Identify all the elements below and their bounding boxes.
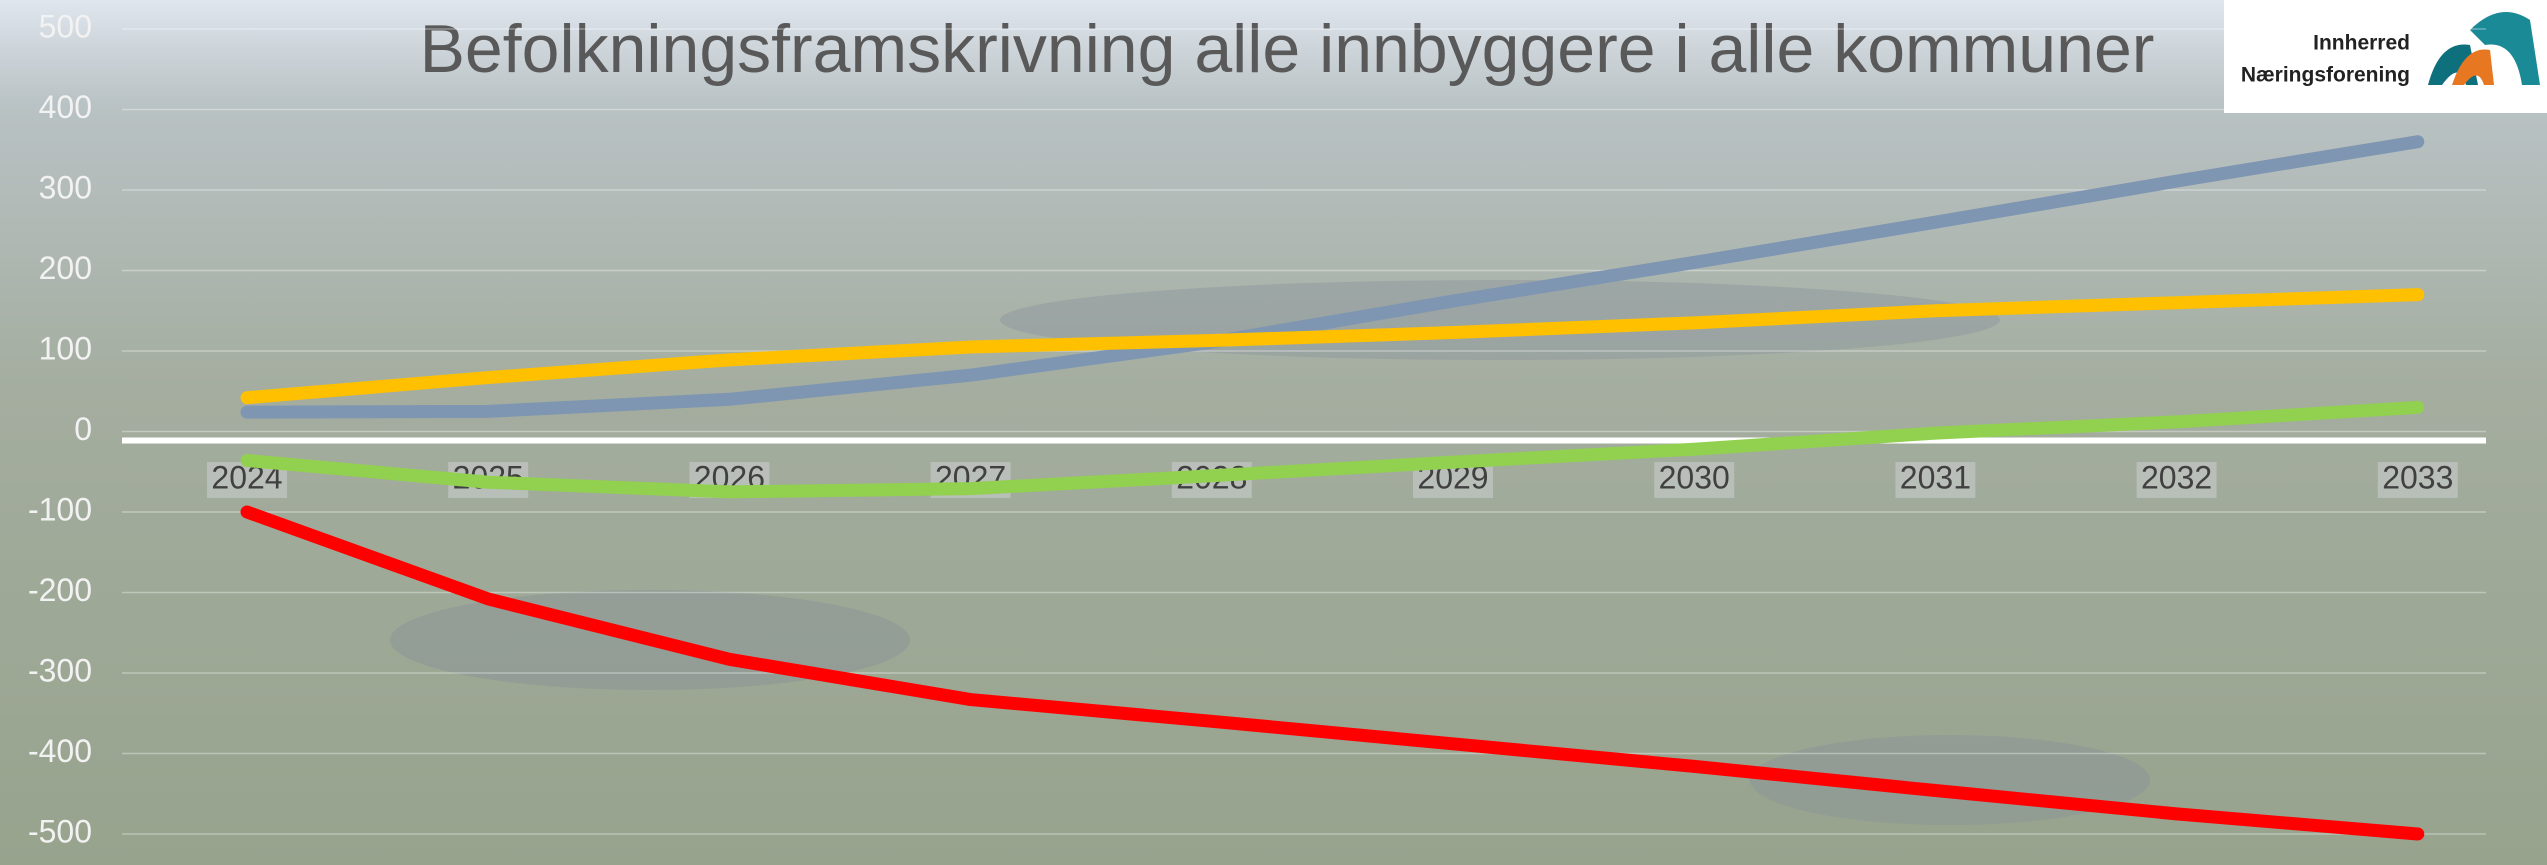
x-tick-label: 2030 (1659, 459, 1730, 495)
y-tick-label: 300 (39, 169, 92, 205)
y-tick-label: 200 (39, 250, 92, 286)
y-tick-label: 100 (39, 330, 92, 366)
y-tick-label: 500 (39, 8, 92, 44)
logo-text: Innherred (2313, 32, 2410, 55)
y-tick-label: -500 (28, 813, 92, 849)
y-tick-label: -300 (28, 652, 92, 688)
chart: Befolkningsframskrivning alle innbyggere… (0, 0, 2547, 865)
x-tick-label: 2031 (1900, 459, 1971, 495)
background (0, 0, 2547, 865)
x-tick-label: 2033 (2382, 459, 2453, 495)
y-tick-label: 0 (74, 411, 92, 447)
logo-text: Næringsforening (2241, 64, 2410, 87)
logo: Innherred Næringsforening (2224, 0, 2547, 113)
y-tick-label: -100 (28, 491, 92, 527)
chart-title: Befolkningsframskrivning alle innbyggere… (420, 11, 2155, 87)
y-tick-label: 400 (39, 89, 92, 125)
y-tick-label: -200 (28, 572, 92, 608)
y-tick-label: -400 (28, 733, 92, 769)
x-tick-label: 2032 (2141, 459, 2212, 495)
